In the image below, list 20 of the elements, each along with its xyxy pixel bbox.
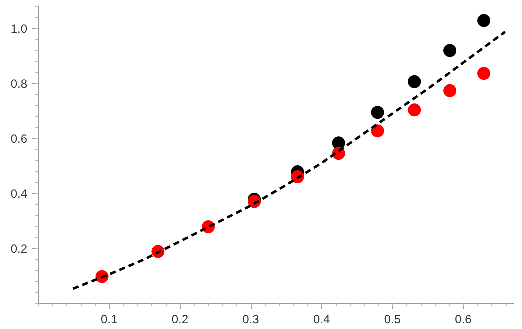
line-series: [72, 30, 507, 290]
x-tick-label: 0.5: [384, 312, 402, 326]
point: [478, 14, 491, 28]
x-tick-label: 0.3: [242, 312, 260, 326]
point: [478, 67, 491, 80]
y-tick-label: 0.4: [10, 187, 28, 201]
x-tick-label: 0.4: [313, 312, 330, 326]
point: [371, 106, 384, 120]
x-tick-label: 0.6: [455, 312, 472, 326]
point: [444, 84, 457, 98]
point: [444, 44, 457, 58]
x-tick-label: 0.1: [100, 312, 118, 326]
point: [371, 124, 384, 138]
x-tick-label: 0.2: [172, 312, 189, 326]
point: [408, 104, 422, 117]
y-tick-label: 1.0: [10, 22, 28, 36]
y-tick-label: 0.8: [10, 77, 28, 91]
point: [408, 75, 422, 88]
y-tick-label: 0.2: [10, 242, 28, 256]
y-tick-label: 0.6: [10, 132, 28, 146]
